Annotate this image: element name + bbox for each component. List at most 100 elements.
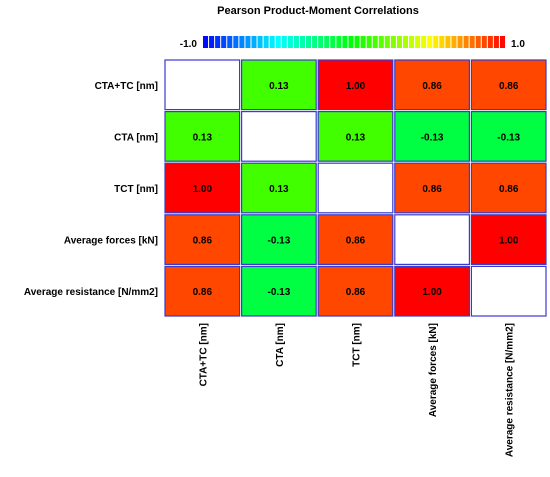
heatmap-cell (164, 59, 241, 111)
heatmap-cell (317, 265, 394, 317)
colorbar-swatch (439, 36, 445, 48)
heatmap-cell (317, 214, 394, 266)
heatmap-cell (317, 162, 394, 214)
heatmap-cell (317, 110, 394, 162)
colorbar-swatch (299, 36, 306, 48)
colorbar-swatch (402, 36, 409, 48)
cell-value-label: 0.86 (193, 236, 213, 247)
colorbar-swatch (203, 36, 209, 48)
colorbar-swatch (390, 36, 396, 48)
heatmap-cell (470, 214, 547, 266)
column-label: Average forces [kN] (428, 323, 439, 417)
colorbar-swatch (396, 36, 402, 48)
colorbar-swatch (269, 36, 275, 48)
cell-value-label: 0.86 (499, 184, 519, 195)
colorbar-max-label: 1.0 (511, 39, 525, 50)
colorbar-swatch (227, 36, 233, 48)
heatmap-cell (164, 110, 241, 162)
row-label: Average forces [kN] (64, 236, 158, 247)
cell-value-label: 1.00 (346, 81, 366, 92)
heatmap-cell (470, 110, 547, 162)
cell-value-label: 0.86 (346, 287, 366, 298)
heatmap-cell (164, 162, 241, 214)
cell-value-label: -0.13 (268, 236, 291, 247)
colorbar-swatch (233, 36, 239, 48)
cell-value-label: 0.86 (193, 287, 213, 298)
row-labels: CTA+TC [nm] CTA [nm] TCT [nm] Average force… (24, 81, 158, 298)
colorbar-swatch (281, 36, 287, 48)
heatmap-cell (470, 59, 547, 111)
cell-value-label: 0.86 (422, 81, 442, 92)
colorbar-swatch (457, 36, 463, 48)
cell-value-label: 0.86 (422, 184, 442, 195)
colorbar-swatch (348, 36, 354, 48)
colorbar-swatches (203, 36, 505, 48)
cell-value-label: 0.86 (499, 81, 519, 92)
column-label: TCT [nm] (352, 323, 363, 367)
colorbar-swatch (445, 36, 451, 48)
chart-title: Pearson Product-Moment Correlations (217, 5, 419, 17)
colorbar-swatch (499, 36, 505, 48)
cell-value-label: 0.86 (346, 236, 366, 247)
row-label: TCT [nm] (114, 184, 158, 195)
cell-value-label: -0.13 (268, 287, 291, 298)
heatmap-cell (470, 265, 547, 317)
row-label: CTA [nm] (114, 132, 158, 143)
colorbar-swatch (275, 36, 281, 48)
colorbar-swatch (378, 36, 384, 48)
colorbar-swatch (451, 36, 457, 48)
heatmap-cell (241, 59, 317, 111)
heatmap-grid: 0.13 1.00 0.86 0.86 0.13 0.13 -0.13 -0.13 1.00 0.… (164, 59, 547, 317)
colorbar-swatch (475, 36, 481, 48)
colorbar-swatch (330, 36, 336, 48)
colorbar-swatch (306, 36, 312, 48)
colorbar-swatch (421, 36, 427, 48)
colorbar-swatch (215, 36, 221, 48)
colorbar-swatch (354, 36, 360, 48)
colorbar-swatch (209, 36, 215, 48)
colorbar-swatch (257, 36, 263, 48)
colorbar-swatch (318, 36, 324, 48)
colorbar-swatch (427, 36, 433, 48)
colorbar-swatch (239, 36, 245, 48)
colorbar-swatch (245, 36, 251, 48)
column-label: Average resistance [N/mm2] (505, 323, 516, 457)
colorbar-swatch (372, 36, 378, 48)
colorbar-swatch (287, 36, 293, 48)
heatmap-cell (164, 265, 241, 317)
colorbar-swatch (251, 36, 257, 48)
heatmap-cell (470, 162, 547, 214)
colorbar: -1.0 1.0 (180, 36, 525, 50)
heatmap-cell (317, 59, 394, 111)
cell-value-label: 0.13 (269, 81, 289, 92)
column-label: CTA+TC [nm] (198, 323, 209, 386)
cell-value-label: -0.13 (497, 132, 520, 143)
colorbar-swatch (469, 36, 475, 48)
colorbar-swatch (324, 36, 330, 48)
colorbar-swatch (263, 36, 269, 48)
row-label: Average resistance [N/mm2] (24, 287, 158, 298)
heatmap-cell (394, 214, 470, 266)
colorbar-swatch (360, 36, 366, 48)
colorbar-swatch (342, 36, 348, 48)
colorbar-swatch (415, 36, 421, 48)
heatmap-cell (394, 162, 470, 214)
cell-value-label: -0.13 (421, 132, 444, 143)
colorbar-swatch (433, 36, 439, 48)
colorbar-swatch (293, 36, 299, 48)
colorbar-swatch (463, 36, 469, 48)
heatmap-cell (394, 110, 470, 162)
cell-value-label: 1.00 (422, 287, 442, 298)
column-labels: CTA+TC [nm] CTA [nm] TCT [nm] Average force… (198, 323, 515, 457)
heatmap-cell (241, 110, 317, 162)
row-label: CTA+TC [nm] (95, 81, 158, 92)
colorbar-swatch (384, 36, 390, 48)
column-label: CTA [nm] (275, 323, 286, 367)
heatmap-cell (241, 162, 317, 214)
colorbar-swatch (481, 36, 487, 48)
heatmap-cell (241, 214, 317, 266)
cell-value-label: 0.13 (269, 184, 289, 195)
cell-value-label: 0.13 (346, 132, 366, 143)
colorbar-swatch (493, 36, 499, 48)
